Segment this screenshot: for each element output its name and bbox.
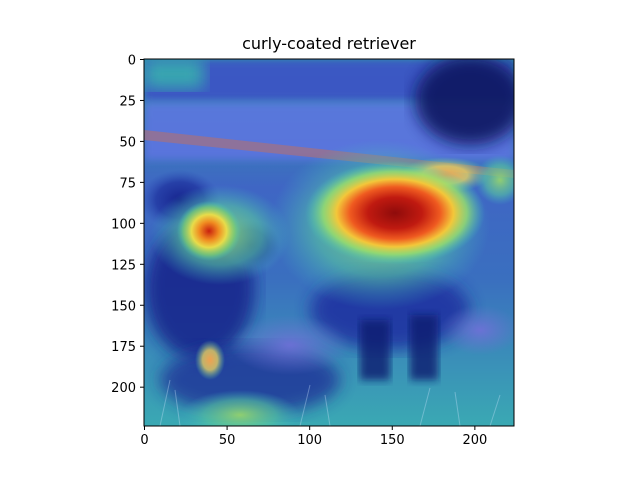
y-axis: 0 25 50 75 100 125 150 175 200	[111, 54, 144, 396]
chart-title: curly-coated retriever	[242, 34, 416, 53]
y-tick-label: 150	[111, 299, 136, 314]
x-tick-label: 100	[297, 433, 322, 448]
x-tick-label: 150	[380, 433, 405, 448]
y-tick-label: 50	[119, 135, 136, 150]
y-tick-label: 125	[111, 258, 136, 273]
x-tick-label: 0	[140, 433, 148, 448]
heatmap-image	[144, 59, 514, 426]
y-tick-label: 25	[119, 94, 136, 109]
y-tick-label: 75	[119, 176, 136, 191]
plot-frame	[143, 58, 515, 427]
y-tick-label: 0	[128, 54, 136, 69]
x-tick-label: 50	[219, 433, 236, 448]
x-tick-label: 200	[462, 433, 487, 448]
y-tick-label: 200	[111, 381, 136, 396]
y-tick-label: 100	[111, 217, 136, 232]
y-tick-label: 175	[111, 340, 136, 355]
x-axis: 0 50 100 150 200	[140, 426, 487, 448]
